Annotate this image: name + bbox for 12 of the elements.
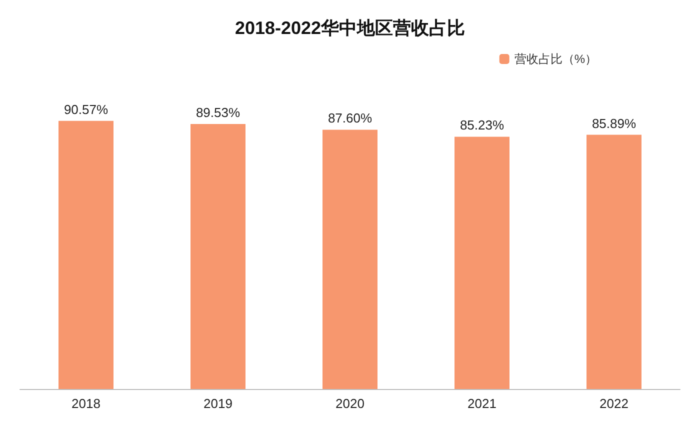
data-label: 85.23% xyxy=(460,118,504,133)
x-tick-label: 2021 xyxy=(468,396,496,411)
chart-title: 2018-2022华中地区营收占比 xyxy=(234,18,466,38)
data-label: 89.53% xyxy=(196,104,240,120)
x-tick-label: 2018 xyxy=(72,396,100,411)
x-tick-label: 2019 xyxy=(204,396,232,411)
data-label: 87.60% xyxy=(328,110,372,126)
x-tick-label: 2020 xyxy=(336,396,364,411)
data-label: 85.89% xyxy=(592,116,636,131)
legend-label: 营收占比（%） xyxy=(514,52,597,66)
data-label: 90.57% xyxy=(64,102,108,117)
x-tick-label: 2022 xyxy=(600,396,628,411)
